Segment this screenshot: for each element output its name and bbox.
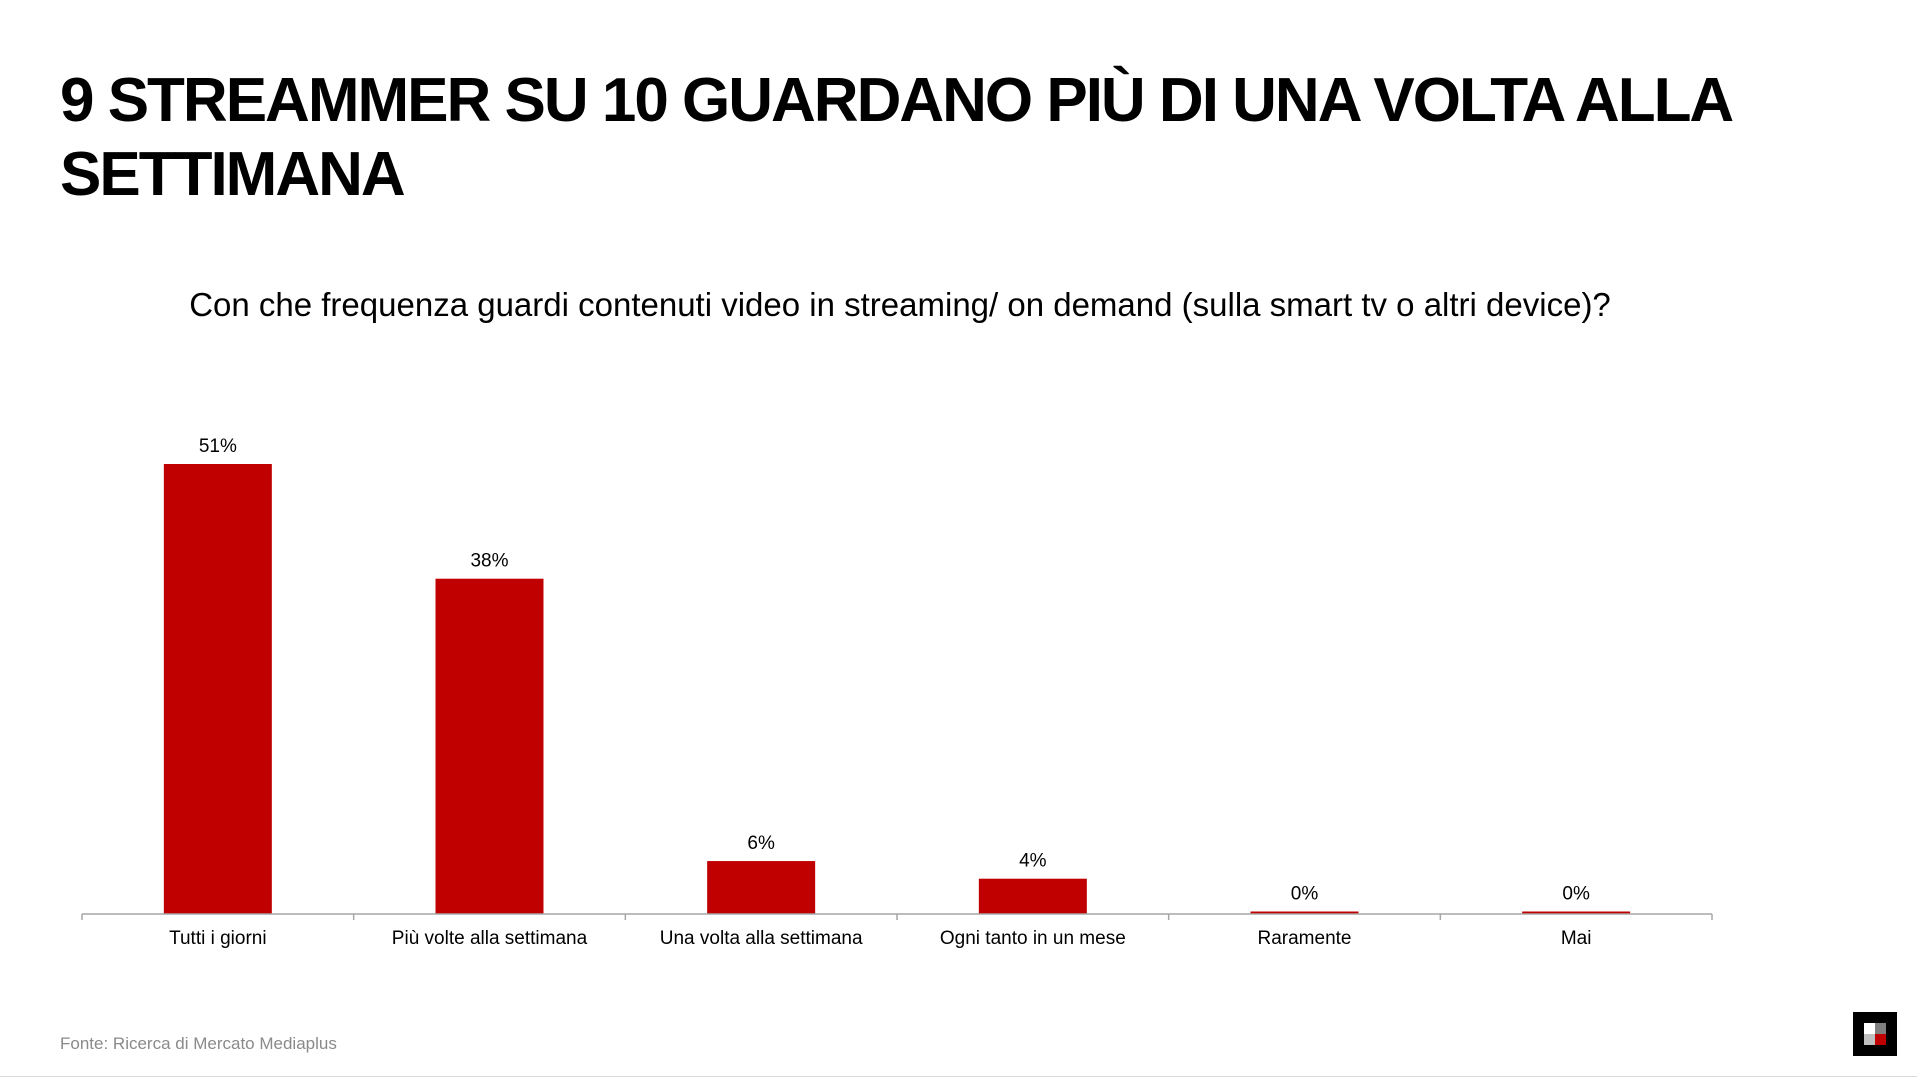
bar (978, 878, 1087, 914)
bars-group (163, 464, 1631, 914)
bar-value-label: 6% (747, 833, 775, 854)
category-label: Una volta alla settimana (660, 928, 863, 949)
bar (1250, 911, 1359, 914)
bar-chart: 51% 38% 6% 4% 0% 0% Tutti i giorni Più volte a… (81, 436, 1713, 949)
category-labels-group: Tutti i giorni Più volte alla settimana Un… (169, 928, 1591, 949)
bar (707, 861, 816, 914)
bar-value-label: 38% (470, 551, 508, 572)
source-note: Fonte: Ricerca di Mercato Mediaplus (60, 1034, 337, 1053)
bar-value-label: 0% (1291, 884, 1319, 905)
bar-value-label: 4% (1019, 851, 1047, 872)
bar (435, 578, 544, 914)
mediaplus-logo-icon (1853, 1012, 1897, 1056)
category-label: Raramente (1258, 928, 1352, 949)
value-labels-group: 51% 38% 6% 4% 0% 0% (199, 436, 1590, 905)
bar-value-label: 51% (199, 436, 237, 457)
slide-title: 9 STREAMMER SU 10 GUARDANO PIÙ DI UNA VO… (60, 66, 1732, 209)
bottom-divider (0, 1076, 1917, 1077)
bar (1522, 911, 1631, 914)
bar-value-label: 0% (1562, 884, 1590, 905)
x-axis (81, 913, 1713, 920)
category-label: Mai (1561, 928, 1592, 949)
chart-title: Con che frequenza guardi contenuti video… (189, 286, 1611, 323)
category-label: Tutti i giorni (169, 928, 267, 949)
bar (163, 464, 272, 914)
category-label: Più volte alla settimana (392, 928, 588, 949)
category-label: Ogni tanto in un mese (940, 928, 1126, 949)
